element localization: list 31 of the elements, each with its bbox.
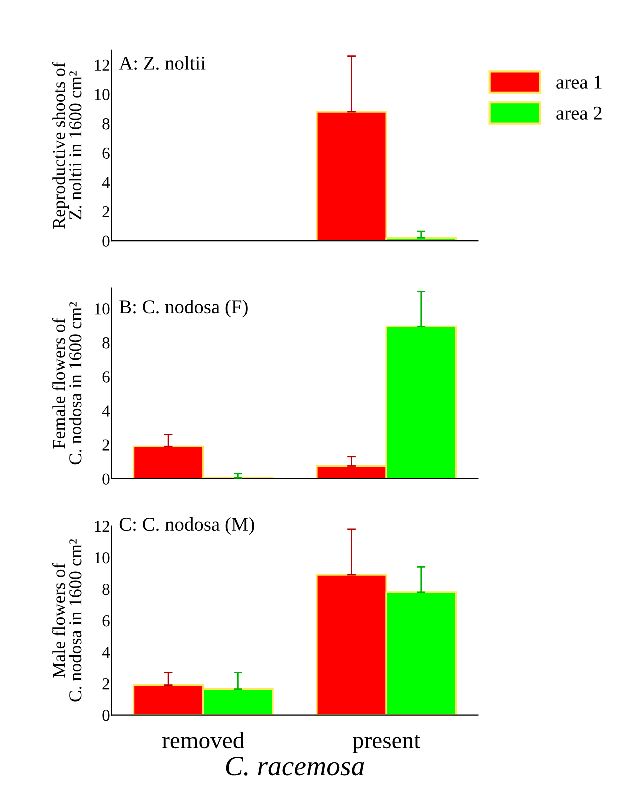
- text: B: C. nodosa (F): [120, 300, 248, 318]
- x-tick-label: removed: [162, 732, 244, 749]
- x-axis-title: C. racemosa: [226, 757, 364, 776]
- y-tick-label: 6: [102, 372, 110, 383]
- y-tick-label: 2: [102, 440, 110, 451]
- y-axis-title: Reproductive shoots of Z. noltii in 1600 cm²: [52, 62, 82, 230]
- y-tick-label: 8: [102, 338, 110, 349]
- y-tick-label: 2: [102, 206, 110, 218]
- y-tick-label: 12: [95, 521, 110, 532]
- y-tick-label: 8: [102, 118, 110, 130]
- y-tick-label: 0: [102, 236, 110, 248]
- y-tick-label: 10: [95, 303, 110, 315]
- y-tick-label: 10: [95, 89, 110, 100]
- chart-title: C: C. nodosa (M): [120, 517, 254, 536]
- y-tick-label: 8: [102, 584, 110, 596]
- y-tick-label: 4: [102, 177, 110, 188]
- y-tick-label: 2: [102, 678, 110, 690]
- y-axis-title: Female flowers of C. nodosa in 1600 cm²: [52, 302, 82, 465]
- y-tick-label: 10: [95, 552, 110, 564]
- y-tick-label: 4: [102, 647, 110, 658]
- legend-label: area 2: [556, 106, 602, 120]
- y-tick-label: 0: [102, 474, 110, 485]
- y-tick-label: 0: [102, 710, 110, 722]
- y-tick-label: 6: [102, 616, 110, 627]
- x-tick-label: present: [352, 735, 421, 754]
- legend-label: area 1: [556, 76, 602, 89]
- chart-title: A: Z. noltii: [119, 56, 206, 70]
- y-tick-label: 12: [95, 60, 110, 71]
- y-tick-label: 6: [102, 148, 110, 160]
- y-axis-title: Male flowers of C. nodosa in 1600 cm²: [52, 539, 82, 702]
- y-tick-label: 4: [102, 406, 110, 417]
